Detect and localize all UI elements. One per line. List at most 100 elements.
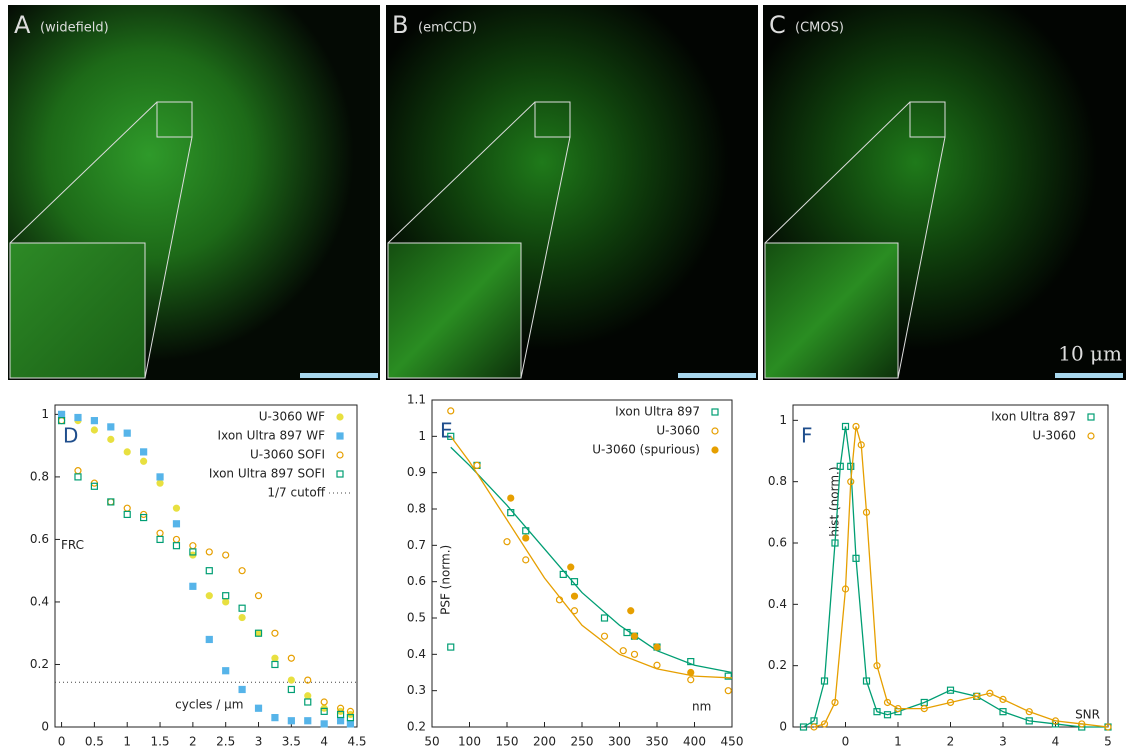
- marker: [90, 426, 98, 434]
- marker: [123, 504, 131, 512]
- panel-letter: C: [769, 11, 786, 39]
- marker: [238, 685, 246, 694]
- legend-label: Ixon Ultra 897 WF: [218, 429, 326, 443]
- x-tick-label: 3.5: [282, 735, 301, 749]
- marker: [1051, 717, 1060, 725]
- y-axis-label: FRC: [61, 538, 84, 552]
- marker: [1104, 723, 1112, 731]
- marker: [883, 711, 892, 719]
- marker: [254, 592, 263, 600]
- panel-caption: (emCCD): [418, 21, 477, 36]
- y-tick-label: 1: [418, 429, 426, 443]
- marker: [630, 650, 639, 658]
- x-axis-label: SNR: [1075, 708, 1100, 722]
- inset-lines: [764, 101, 946, 379]
- marker: [238, 604, 246, 612]
- legend-label: U-3060: [1032, 429, 1076, 443]
- x-tick-label: 400: [683, 735, 706, 749]
- marker: [570, 578, 579, 586]
- marker: [473, 461, 481, 469]
- scale-bar: [678, 373, 756, 378]
- marker: [205, 592, 213, 600]
- y-tick-label: 0.4: [768, 597, 787, 611]
- marker: [600, 632, 609, 640]
- legend-label: Ixon Ultra 897: [615, 405, 700, 419]
- roi: [909, 101, 946, 138]
- marker: [346, 714, 355, 722]
- marker: [836, 462, 844, 470]
- y-tick-label: 0.6: [768, 536, 787, 550]
- marker: [946, 698, 955, 707]
- legend-label: 1/7 cutoff: [267, 486, 325, 500]
- marker: [447, 643, 455, 651]
- marker: [222, 598, 230, 606]
- legend-marker: [336, 451, 344, 459]
- series-line: [803, 426, 1108, 728]
- x-tick-label: 200: [533, 735, 556, 749]
- marker: [852, 554, 860, 562]
- x-axis-label: nm: [692, 700, 711, 714]
- marker: [320, 698, 328, 706]
- marker: [189, 542, 197, 550]
- marker: [123, 510, 131, 519]
- panel-b: B (emCCD): [386, 5, 758, 380]
- marker: [810, 723, 818, 731]
- marker: [555, 596, 564, 604]
- fit-line: [450, 446, 733, 674]
- marker: [724, 687, 732, 695]
- x-tick-label: 3: [255, 735, 263, 749]
- marker: [156, 479, 164, 487]
- legend-label: U-3060 WF: [259, 410, 325, 424]
- marker: [254, 629, 263, 637]
- marker: [346, 720, 355, 728]
- x-tick-label: 150: [496, 735, 519, 749]
- marker: [724, 672, 732, 680]
- marker: [90, 417, 98, 425]
- marker: [156, 529, 164, 537]
- marker: [254, 629, 263, 637]
- x-tick-label: 3: [999, 735, 1007, 749]
- plot-frame: [54, 404, 358, 728]
- marker: [336, 710, 345, 719]
- marker: [999, 708, 1007, 716]
- panel-letter: F: [801, 424, 813, 448]
- marker: [522, 527, 530, 535]
- marker: [820, 720, 829, 728]
- marker: [973, 692, 981, 700]
- y-tick-label: 0.8: [768, 474, 787, 488]
- marker: [623, 628, 631, 637]
- marker: [862, 677, 871, 685]
- panel-caption: (widefield): [40, 21, 109, 36]
- y-tick-label: 0: [779, 720, 787, 734]
- marker: [653, 661, 661, 669]
- marker: [687, 657, 695, 666]
- marker: [271, 660, 279, 669]
- legend-label: Ixon Ultra 897 SOFI: [209, 467, 325, 481]
- panel-letter: A: [14, 11, 31, 39]
- marker: [107, 498, 115, 506]
- marker: [254, 704, 263, 712]
- legend-marker: [336, 470, 344, 478]
- marker: [862, 508, 871, 516]
- marker: [271, 714, 279, 722]
- marker: [172, 542, 181, 550]
- y-tick-label: 0.6: [407, 574, 426, 588]
- x-tick-label: 2: [189, 735, 197, 749]
- marker: [107, 498, 115, 506]
- y-tick-label: 0.2: [768, 658, 787, 672]
- marker: [205, 567, 213, 575]
- panel-a: A (widefield): [8, 5, 380, 380]
- marker: [857, 441, 865, 449]
- x-tick-label: 5: [1104, 735, 1112, 749]
- marker: [986, 689, 994, 697]
- y-tick-label: 0.2: [30, 657, 49, 671]
- legend-marker: [711, 408, 719, 416]
- x-tick-label: 4.5: [347, 735, 366, 749]
- marker: [847, 462, 855, 470]
- marker: [653, 643, 661, 651]
- marker: [920, 704, 928, 713]
- marker: [205, 635, 213, 644]
- y-axis-label: PSF (norm.): [439, 545, 453, 615]
- marker: [600, 614, 609, 622]
